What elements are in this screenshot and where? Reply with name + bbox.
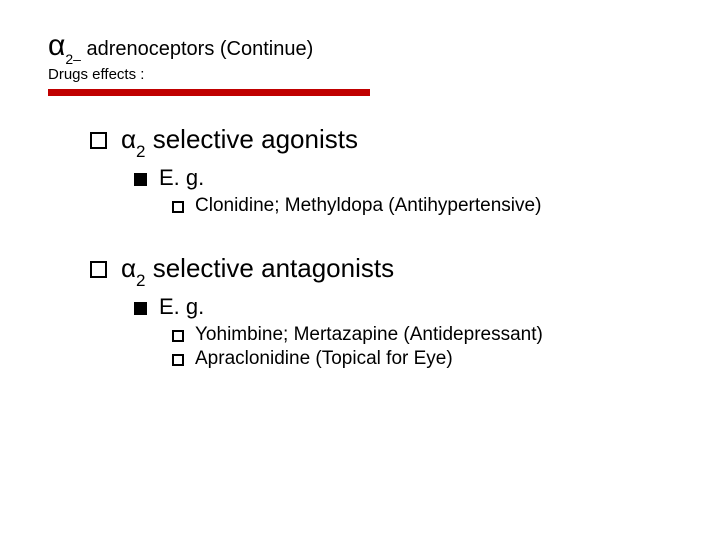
slide-content: α2 selective agonists E. g. Clonidine; M… (48, 124, 672, 370)
square-open-bullet-icon (90, 261, 107, 278)
heading-rest: selective agonists (146, 124, 358, 154)
eg-text: E. g. (159, 294, 204, 320)
heading-text: α2 selective agonists (121, 124, 358, 159)
heading-alpha: α (121, 253, 136, 283)
title-rule (48, 89, 370, 96)
item-text: Yohimbine; Mertazapine (Antidepressant) (195, 324, 543, 346)
item-text: Clonidine; Methyldopa (Antihypertensive) (195, 195, 541, 217)
title-subscript: 2– (65, 51, 81, 67)
square-filled-bullet-icon (134, 173, 147, 186)
square-open-small-bullet-icon (172, 354, 184, 366)
heading-text: α2 selective antagonists (121, 253, 394, 288)
slide-container: α2– adrenoceptors (Continue) Drugs effec… (0, 0, 720, 370)
list-item: Yohimbine; Mertazapine (Antidepressant) (172, 324, 672, 346)
slide-subtitle: Drugs effects : (48, 66, 672, 83)
slide-title: α2– adrenoceptors (Continue) (48, 28, 672, 64)
heading-alpha: α (121, 124, 136, 154)
title-alpha: α (48, 29, 65, 62)
heading-subscript: 2 (136, 271, 145, 290)
eg-label: E. g. (134, 294, 672, 320)
eg-text: E. g. (159, 165, 204, 191)
section-heading: α2 selective agonists (90, 124, 672, 159)
heading-rest: selective antagonists (146, 253, 395, 283)
section-spacer (90, 219, 672, 253)
list-item: Apraclonidine (Topical for Eye) (172, 348, 672, 370)
square-open-small-bullet-icon (172, 330, 184, 342)
heading-subscript: 2 (136, 142, 145, 161)
item-text: Apraclonidine (Topical for Eye) (195, 348, 453, 370)
square-open-small-bullet-icon (172, 201, 184, 213)
square-open-bullet-icon (90, 132, 107, 149)
square-filled-bullet-icon (134, 302, 147, 315)
list-item: Clonidine; Methyldopa (Antihypertensive) (172, 195, 672, 217)
title-rest: adrenoceptors (Continue) (81, 38, 313, 60)
eg-label: E. g. (134, 165, 672, 191)
section-heading: α2 selective antagonists (90, 253, 672, 288)
